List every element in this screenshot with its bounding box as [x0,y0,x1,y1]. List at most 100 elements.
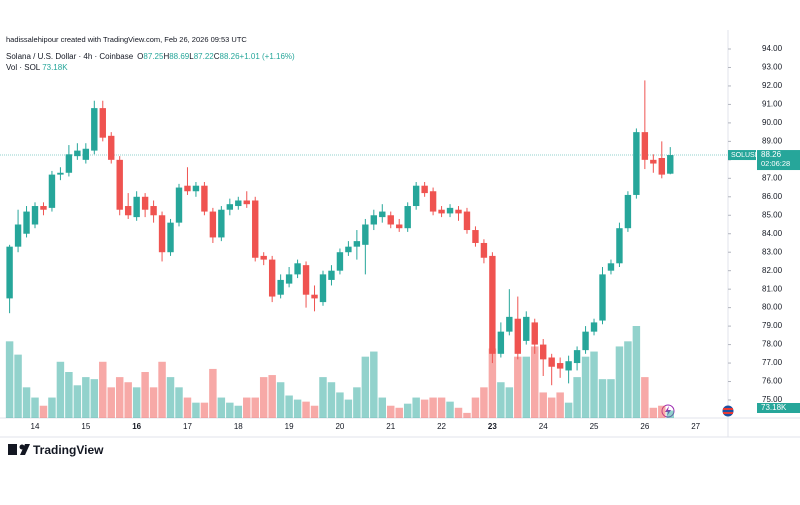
candle-body [209,211,217,238]
candle-body [294,263,301,275]
volume-bar [454,407,463,418]
candle-body [260,255,267,260]
candle-body [218,209,225,238]
candle-body [150,206,157,216]
candle-body [633,132,640,195]
candle-body [108,135,115,160]
y-tick-label: 82.00 [762,266,783,275]
volume-bar [48,397,56,418]
volume-bar [132,387,141,418]
y-tick-label: 77.00 [762,358,783,367]
volume-bar [285,395,293,418]
volume-bar [82,377,90,418]
flag-icon[interactable] [722,405,734,417]
volume-bar [302,401,310,418]
volume-bar [183,397,192,418]
x-tick-label: 21 [386,422,395,431]
x-tick-label: 14 [31,422,40,431]
volume-bar [564,402,573,418]
volume-bar [641,377,649,418]
candle-body [573,350,581,364]
candle-body [311,294,318,299]
volume-tag: 73.18K [761,403,787,412]
volume-bar [276,382,285,418]
ohlc-legend: O87.25H88.69L87.22C88.26+1.01 (+1.16%) [137,52,295,61]
volume-bar [378,397,387,418]
candle-body [158,215,166,253]
volume-bar [200,402,209,418]
y-tick-label: 75.00 [762,395,783,404]
candle-body [40,206,47,210]
volume-bar [31,397,39,418]
candle-body [506,316,513,332]
volume-bar [115,377,124,418]
candle-body [345,246,352,253]
candle-body [404,206,411,229]
candle-body [362,224,369,245]
ohlc-key: H [163,52,169,61]
volume-bar [243,397,251,418]
volume-bar [259,377,268,418]
candle-body [277,279,284,295]
candle-body [641,132,649,160]
candle-body [540,344,547,360]
volume-bar [547,397,556,418]
volume-bar [175,387,183,418]
candle-body [175,187,183,223]
y-tick-label: 76.00 [762,377,783,386]
x-tick-label: 27 [691,422,700,431]
candle-body [252,200,259,258]
candle-body [455,209,462,214]
candle-body [556,363,564,369]
volume-bar [166,377,175,418]
candle-body [446,207,454,214]
candle-body [429,191,437,212]
ohlc-value: +1.01 (+1.16%) [240,52,295,61]
volume-bar [488,348,497,418]
ohlc-value: 87.25 [143,52,164,61]
candle-body [74,150,81,157]
candle-body [523,316,530,341]
volume-legend: 73.18K [42,63,68,72]
volume-bar [5,341,14,418]
ohlc-key: L [189,52,194,61]
volume-bar [395,407,403,418]
candle-body [667,155,674,174]
volume-bar [403,403,412,418]
y-tick-label: 81.00 [762,284,783,293]
candle-body [387,215,394,225]
candle-body [412,185,420,207]
y-tick-label: 83.00 [762,247,783,256]
candle-body [14,224,22,247]
volume-bar [361,356,370,418]
volume-bar [192,402,200,418]
volume-bar [14,354,22,418]
candle-body [379,211,386,218]
candle-body [201,185,208,212]
volume-tag-bg [757,403,800,413]
candle-body [489,255,496,354]
volume-bar [56,361,65,418]
candle-body [599,274,606,321]
volume-bar [446,401,454,418]
volume-bar [268,375,276,418]
x-tick-label: 19 [285,422,294,431]
volume-title: Vol · SOL 73.18K [6,63,68,72]
x-tick-label: 20 [335,422,344,431]
volume-bar [471,397,480,418]
flag-stripe [723,408,733,410]
volume-bar [624,341,632,418]
candle-body [497,331,505,354]
y-tick-label: 80.00 [762,303,783,312]
ohlc-key: C [214,52,220,61]
ohlc-key: O [137,52,143,61]
x-tick-label: 18 [234,422,243,431]
ohlc-value: 88.69 [169,52,190,61]
candle-body [607,263,615,271]
y-tick-label: 93.00 [762,63,783,72]
candle-body [650,159,657,164]
volume-bar [387,405,395,418]
candle-body [82,148,90,160]
candle-body [133,196,140,218]
ohlc-value: 88.26 [220,52,241,61]
